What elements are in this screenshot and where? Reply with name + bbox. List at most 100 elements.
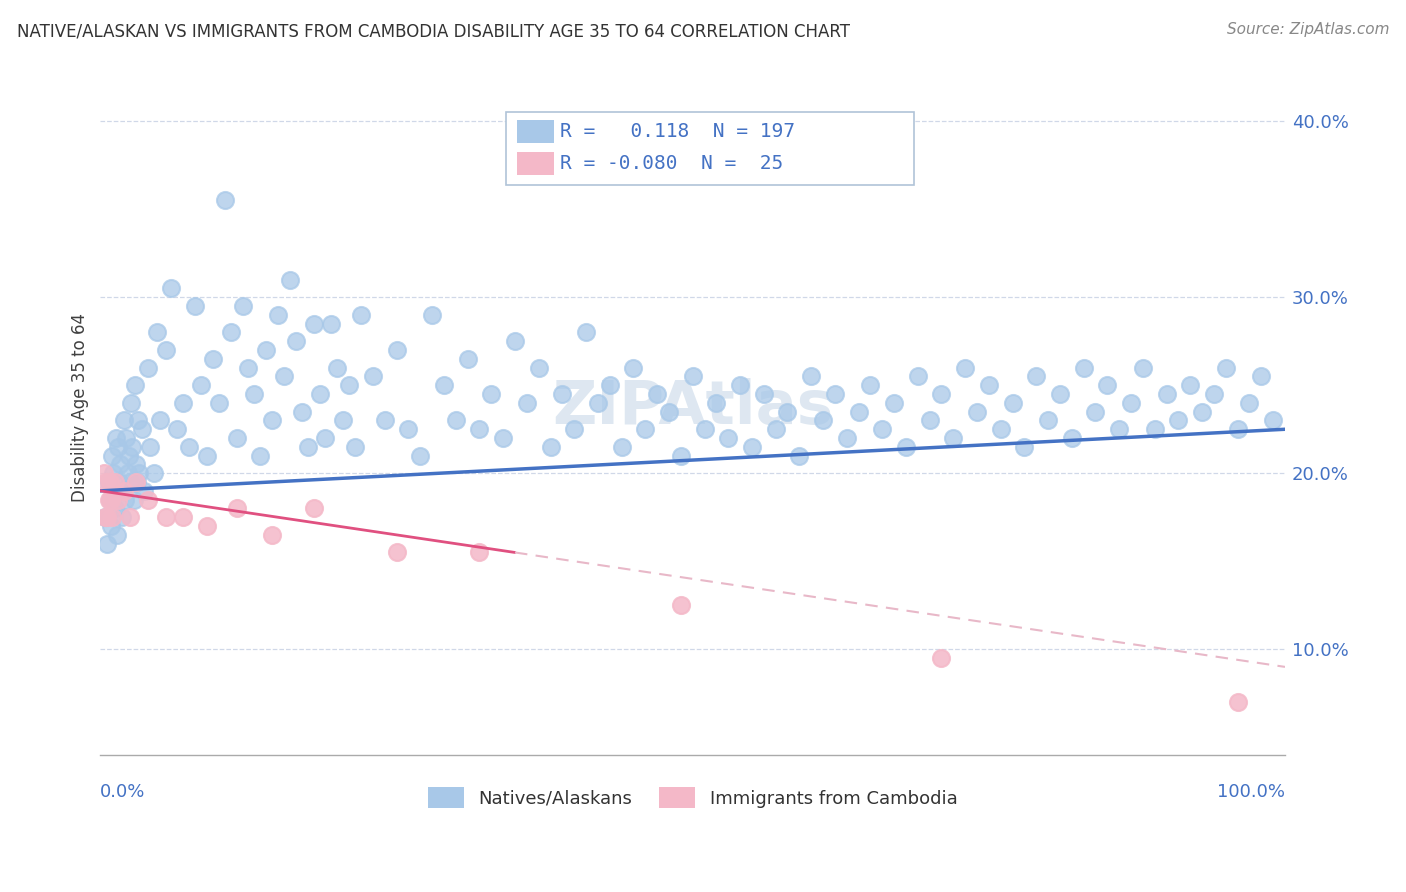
Point bbox=[160, 281, 183, 295]
Point bbox=[108, 475, 131, 489]
Point bbox=[551, 387, 574, 401]
Point bbox=[870, 422, 893, 436]
Point bbox=[859, 378, 882, 392]
Point bbox=[284, 334, 307, 349]
Point bbox=[1073, 360, 1095, 375]
Point bbox=[103, 501, 125, 516]
Point bbox=[918, 413, 941, 427]
Point bbox=[94, 510, 117, 524]
Point bbox=[166, 422, 188, 436]
Legend: Natives/Alaskans, Immigrants from Cambodia: Natives/Alaskans, Immigrants from Cambod… bbox=[420, 780, 965, 815]
Point bbox=[291, 404, 314, 418]
Point bbox=[111, 483, 134, 498]
Point bbox=[848, 404, 870, 418]
Point bbox=[1167, 413, 1189, 427]
Point bbox=[96, 510, 118, 524]
Point bbox=[136, 492, 159, 507]
Point bbox=[1108, 422, 1130, 436]
Point bbox=[1226, 422, 1249, 436]
Point bbox=[128, 467, 150, 481]
Point bbox=[115, 431, 138, 445]
Point bbox=[97, 492, 120, 507]
Point bbox=[195, 519, 218, 533]
Point bbox=[765, 422, 787, 436]
Point bbox=[990, 422, 1012, 436]
Point bbox=[107, 492, 129, 507]
Point bbox=[586, 396, 609, 410]
Point bbox=[728, 378, 751, 392]
Point bbox=[350, 308, 373, 322]
Point bbox=[1263, 413, 1285, 427]
Point bbox=[98, 475, 121, 489]
Point bbox=[344, 440, 367, 454]
Point bbox=[658, 404, 681, 418]
Point bbox=[302, 317, 325, 331]
Point bbox=[1119, 396, 1142, 410]
Point bbox=[1132, 360, 1154, 375]
Point bbox=[669, 449, 692, 463]
Point bbox=[457, 351, 479, 366]
Point bbox=[122, 492, 145, 507]
Point bbox=[231, 299, 253, 313]
Point bbox=[787, 449, 810, 463]
Point bbox=[297, 440, 319, 454]
Point bbox=[503, 334, 526, 349]
Point bbox=[396, 422, 419, 436]
Point bbox=[361, 369, 384, 384]
Text: 100.0%: 100.0% bbox=[1218, 782, 1285, 801]
Point bbox=[575, 326, 598, 340]
Point bbox=[337, 378, 360, 392]
Point bbox=[741, 440, 763, 454]
Point bbox=[112, 413, 135, 427]
Point bbox=[444, 413, 467, 427]
Point bbox=[562, 422, 585, 436]
Point bbox=[120, 396, 142, 410]
Point bbox=[103, 467, 125, 481]
Point bbox=[111, 510, 134, 524]
Point bbox=[118, 475, 141, 489]
Point bbox=[1202, 387, 1225, 401]
Point bbox=[931, 387, 953, 401]
Point bbox=[195, 449, 218, 463]
Point bbox=[1049, 387, 1071, 401]
Point bbox=[693, 422, 716, 436]
Point bbox=[1239, 396, 1261, 410]
Point bbox=[800, 369, 823, 384]
Point bbox=[105, 528, 128, 542]
Point bbox=[94, 510, 117, 524]
Point bbox=[1143, 422, 1166, 436]
Text: NATIVE/ALASKAN VS IMMIGRANTS FROM CAMBODIA DISABILITY AGE 35 TO 64 CORRELATION C: NATIVE/ALASKAN VS IMMIGRANTS FROM CAMBOD… bbox=[17, 22, 849, 40]
Text: R =   0.118  N = 197: R = 0.118 N = 197 bbox=[560, 121, 794, 141]
Point bbox=[208, 396, 231, 410]
Point bbox=[112, 483, 135, 498]
Point bbox=[468, 422, 491, 436]
Point bbox=[385, 343, 408, 357]
Y-axis label: Disability Age 35 to 64: Disability Age 35 to 64 bbox=[72, 313, 89, 502]
Point bbox=[190, 378, 212, 392]
Point bbox=[96, 475, 118, 489]
Point bbox=[527, 360, 550, 375]
Point bbox=[249, 449, 271, 463]
Point bbox=[100, 519, 122, 533]
Point bbox=[1025, 369, 1047, 384]
Point bbox=[1215, 360, 1237, 375]
Point bbox=[894, 440, 917, 454]
Point bbox=[1014, 440, 1036, 454]
Point bbox=[599, 378, 621, 392]
Point bbox=[146, 326, 169, 340]
Point bbox=[101, 449, 124, 463]
Point bbox=[492, 431, 515, 445]
Point bbox=[1036, 413, 1059, 427]
Point bbox=[93, 467, 115, 481]
Point bbox=[100, 492, 122, 507]
Point bbox=[540, 440, 562, 454]
Point bbox=[706, 396, 728, 410]
Point bbox=[172, 396, 194, 410]
Point bbox=[332, 413, 354, 427]
Point bbox=[125, 458, 148, 472]
Text: R = -0.080  N =  25: R = -0.080 N = 25 bbox=[560, 153, 783, 173]
Point bbox=[262, 528, 284, 542]
Point bbox=[155, 343, 177, 357]
Text: ZIPAtlas: ZIPAtlas bbox=[553, 377, 834, 437]
Point bbox=[104, 431, 127, 445]
